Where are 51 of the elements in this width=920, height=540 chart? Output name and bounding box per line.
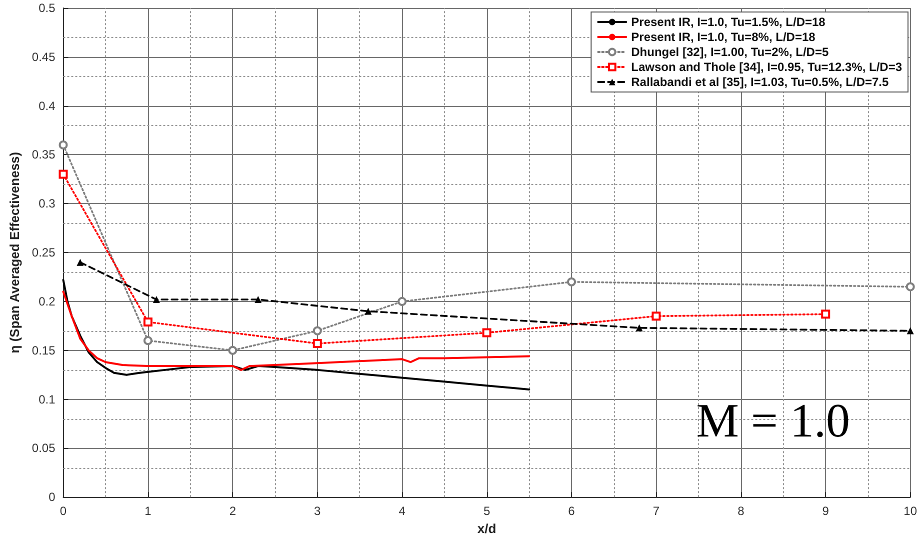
x-tick-label: 3 [314,504,322,518]
point [482,328,492,338]
x-tick-label: 2 [229,504,236,518]
point [58,140,68,150]
x-tick-label: 6 [568,504,576,518]
x-tick-label: 5 [483,504,490,518]
x-tick-label: 9 [822,504,830,518]
legend-label: Present IR, I=1.0, Tu=1.5%, L/D=18 [631,15,826,29]
x-tick-label: 0 [60,504,67,518]
x-axis-title: x/d [477,521,496,536]
legend-label: Dhungel [32], I=1.00, Tu=2%, L/D=5 [631,45,829,59]
y-tick-label: 0.1 [38,392,56,406]
point [364,308,372,315]
y-tick-label: 0.2 [38,294,56,308]
point [312,326,322,336]
point [152,296,160,304]
legend-label: Lawson and Thole [34], I=0.95, Tu=12.3%, L/D=3 [631,60,902,74]
y-tick-label: 0.25 [32,246,56,260]
point [567,277,576,286]
point [398,296,407,306]
point [636,324,643,332]
y-tick-label: 0.15 [32,343,56,358]
annotation: M = 1.0 [696,394,850,448]
x-tick-label: 7 [652,504,660,518]
y-axis-title: η (Span Averaged Effectiveness) [7,152,22,354]
y-tick-label: 0.5 [38,1,56,15]
point [228,346,238,355]
point [906,327,914,334]
point [58,170,68,179]
point [254,296,262,304]
legend-label: Rallabandi et al [35], I=1.03, Tu=0.5%, L/D=7.5 [631,75,890,89]
point [143,336,152,346]
x-tick-label: 10 [904,504,918,518]
point [821,310,830,319]
y-tick-label: 0.3 [38,196,56,211]
point [906,282,915,292]
y-tick-label: 0.35 [32,148,56,162]
point [76,258,84,266]
x-tick-label: 4 [398,504,406,518]
x-tick-label: 1 [144,504,152,518]
line-series [62,290,530,371]
point [143,318,152,326]
y-tick-label: 0.45 [32,50,56,64]
legend-label: Present IR, I=1.0, Tu=8%, L/D=18 [631,30,816,44]
point [652,312,661,321]
x-tick-label: 8 [738,504,745,518]
y-tick-label: 0 [48,490,56,504]
point [312,339,322,348]
y-tick-label: 0.05 [32,441,56,456]
line-series [62,278,530,390]
y-tick-label: 0.4 [38,98,56,113]
